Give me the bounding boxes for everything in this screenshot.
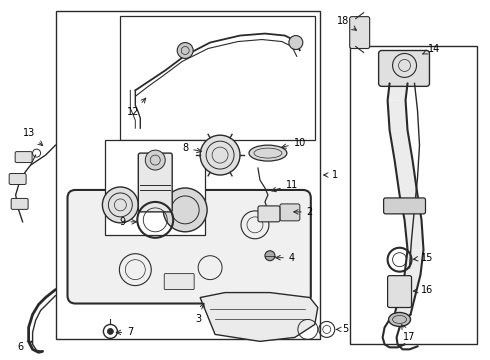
Text: 14: 14	[423, 44, 441, 54]
Text: 10: 10	[282, 138, 306, 148]
Polygon shape	[200, 293, 318, 341]
Text: 13: 13	[23, 128, 43, 145]
Bar	[121, 15, 315, 140]
Text: 6: 6	[18, 341, 32, 352]
FancyBboxPatch shape	[258, 206, 280, 222]
Circle shape	[107, 328, 113, 334]
Ellipse shape	[389, 312, 411, 327]
FancyBboxPatch shape	[68, 190, 311, 303]
Text: 3: 3	[195, 303, 204, 324]
Text: 15: 15	[414, 253, 434, 263]
FancyBboxPatch shape	[280, 204, 300, 221]
Text: 18: 18	[337, 15, 357, 30]
Text: 4: 4	[276, 253, 295, 263]
Polygon shape	[394, 160, 417, 195]
Text: 11: 11	[271, 180, 298, 192]
Circle shape	[102, 187, 138, 223]
Polygon shape	[394, 294, 416, 315]
Circle shape	[289, 36, 303, 50]
Circle shape	[177, 42, 193, 58]
Bar	[55, 11, 320, 339]
Text: 16: 16	[414, 284, 434, 294]
Circle shape	[265, 251, 275, 261]
FancyBboxPatch shape	[384, 198, 425, 214]
Text: 17: 17	[402, 325, 416, 342]
FancyBboxPatch shape	[350, 17, 369, 49]
Bar	[105, 140, 205, 235]
Bar	[350, 45, 477, 345]
Text: 12: 12	[127, 98, 146, 117]
Polygon shape	[399, 275, 420, 294]
Circle shape	[200, 135, 240, 175]
Text: 5: 5	[337, 324, 349, 334]
Text: 2: 2	[294, 207, 313, 217]
Text: 7: 7	[116, 327, 133, 337]
FancyBboxPatch shape	[11, 198, 28, 210]
Polygon shape	[388, 84, 408, 100]
Polygon shape	[405, 250, 423, 275]
FancyBboxPatch shape	[15, 152, 32, 163]
Polygon shape	[390, 130, 413, 160]
Text: 9: 9	[119, 217, 136, 227]
Polygon shape	[399, 195, 421, 220]
Polygon shape	[388, 100, 408, 130]
FancyBboxPatch shape	[138, 153, 172, 212]
FancyBboxPatch shape	[164, 274, 194, 289]
Ellipse shape	[249, 145, 287, 161]
Circle shape	[163, 188, 207, 232]
Circle shape	[145, 150, 165, 170]
Text: 8: 8	[182, 143, 201, 153]
Text: 1: 1	[324, 170, 338, 180]
FancyBboxPatch shape	[388, 276, 412, 307]
FancyBboxPatch shape	[379, 50, 429, 86]
Polygon shape	[405, 220, 423, 250]
FancyBboxPatch shape	[9, 174, 26, 184]
